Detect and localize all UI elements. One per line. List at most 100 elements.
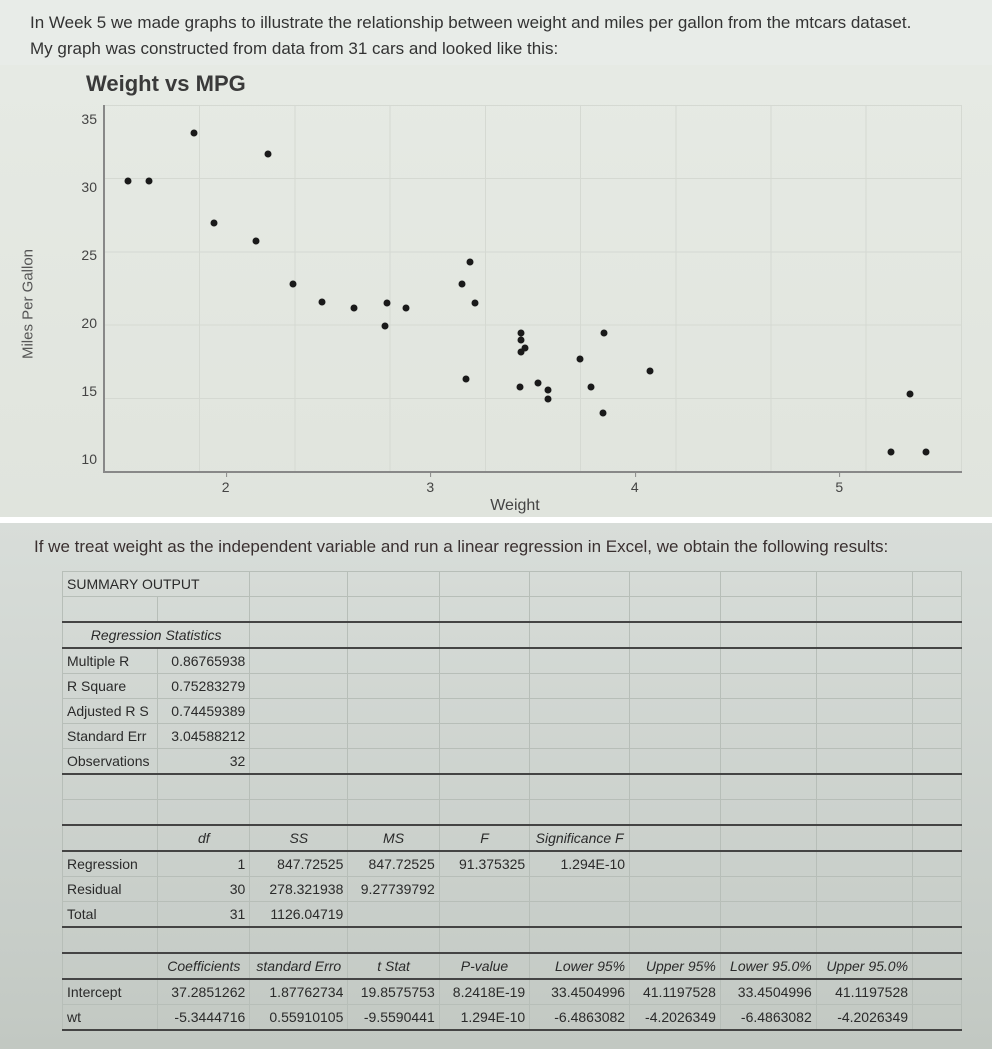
cell: [720, 825, 816, 851]
cell: [720, 800, 816, 826]
chart-point: [887, 449, 894, 456]
cell: [816, 622, 912, 648]
cell: 37.2851262: [158, 979, 250, 1005]
cell: [530, 927, 630, 953]
mid-text: If we treat weight as the independent va…: [4, 523, 988, 571]
chart-point: [459, 280, 466, 287]
cell: [348, 724, 439, 749]
summary-table: SUMMARY OUTPUTRegression StatisticsMulti…: [62, 571, 962, 1031]
cell: Upper 95%: [630, 953, 721, 979]
chart-plot-area: [103, 105, 962, 473]
cell: [348, 749, 439, 775]
chart-point: [190, 130, 197, 137]
cell: [913, 597, 962, 623]
cell: standard Erro: [250, 953, 348, 979]
chart-point: [381, 322, 388, 329]
cell: [913, 572, 962, 597]
cell: wt: [63, 1005, 158, 1031]
cell: Observations: [63, 749, 158, 775]
cell: [439, 648, 529, 674]
intro-line1: In Week 5 we made graphs to illustrate t…: [30, 10, 962, 36]
cell: SUMMARY OUTPUT: [63, 572, 250, 597]
chart-point: [402, 305, 409, 312]
cell: [250, 622, 348, 648]
cell: [530, 597, 630, 623]
cell: 1.87762734: [250, 979, 348, 1005]
intro-text: In Week 5 we made graphs to illustrate t…: [0, 0, 992, 65]
cell: [630, 724, 721, 749]
cell: [816, 902, 912, 928]
chart-point: [544, 396, 551, 403]
cell: [348, 674, 439, 699]
cell: [816, 699, 912, 724]
cell: [530, 648, 630, 674]
chart-xlabel: Weight: [490, 497, 540, 515]
cell: Lower 95.0%: [720, 953, 816, 979]
cell: [250, 724, 348, 749]
cell: [913, 699, 962, 724]
cell: [158, 597, 250, 623]
cell: [250, 800, 348, 826]
cell: [348, 622, 439, 648]
cell: [530, 622, 630, 648]
cell: 3.04588212: [158, 724, 250, 749]
chart-point: [923, 449, 930, 456]
cell: [913, 648, 962, 674]
cell: P-value: [439, 953, 529, 979]
cell: [816, 648, 912, 674]
cell: 8.2418E-19: [439, 979, 529, 1005]
cell: 19.8575753: [348, 979, 439, 1005]
intro-line2: My graph was constructed from data from …: [30, 36, 962, 62]
chart-ytick: 35: [58, 111, 103, 127]
cell: MS: [348, 825, 439, 851]
cell: Residual: [63, 877, 158, 902]
cell: [816, 927, 912, 953]
chart-point: [646, 367, 653, 374]
cell: [816, 572, 912, 597]
cell: [530, 699, 630, 724]
cell: [348, 648, 439, 674]
cell: [816, 674, 912, 699]
cell: Lower 95%: [530, 953, 630, 979]
cell: [720, 774, 816, 800]
cell: [158, 800, 250, 826]
cell: 1.294E-10: [439, 1005, 529, 1031]
chart-xtick: 4: [631, 479, 639, 495]
cell: -4.2026349: [630, 1005, 721, 1031]
chart-point: [472, 299, 479, 306]
cell: [630, 902, 721, 928]
chart-point: [319, 298, 326, 305]
cell: [630, 699, 721, 724]
chart-point: [383, 299, 390, 306]
cell: [439, 597, 529, 623]
cell: [913, 927, 962, 953]
cell: [530, 674, 630, 699]
cell: F: [439, 825, 529, 851]
chart-point: [211, 219, 218, 226]
cell: [439, 699, 529, 724]
cell: SS: [250, 825, 348, 851]
cell: [250, 648, 348, 674]
cell: [439, 800, 529, 826]
chart-point: [252, 237, 259, 244]
cell: [63, 800, 158, 826]
cell: [439, 774, 529, 800]
cell: Adjusted R S: [63, 699, 158, 724]
cell: [630, 851, 721, 877]
cell: [913, 902, 962, 928]
chart-point: [463, 375, 470, 382]
cell: 33.4504996: [530, 979, 630, 1005]
chart-point: [145, 177, 152, 184]
cell: [530, 877, 630, 902]
chart-point: [534, 379, 541, 386]
cell: [630, 825, 721, 851]
chart-point: [350, 305, 357, 312]
cell: [630, 774, 721, 800]
chart-ytick: 25: [58, 247, 103, 263]
cell: [250, 699, 348, 724]
cell: [816, 877, 912, 902]
chart-ylabel: Miles Per Gallon: [20, 249, 37, 359]
chart-ytick: 10: [58, 451, 103, 467]
cell: [630, 800, 721, 826]
chart-xtick: 2: [222, 479, 230, 495]
